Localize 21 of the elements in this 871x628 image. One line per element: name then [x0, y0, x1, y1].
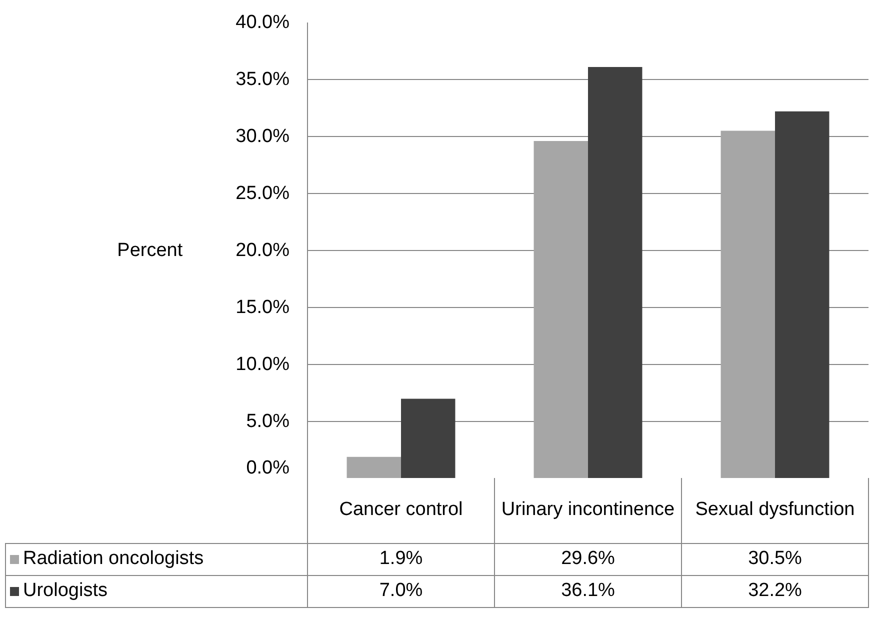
y-tick-label: 15.0% [236, 297, 290, 318]
y-tick-label: 0.0% [246, 458, 290, 478]
y-tick-label: 40.0% [236, 12, 290, 33]
data-label: 29.6% [494, 543, 682, 575]
data-label: 1.9% [308, 543, 494, 575]
data-label: 7.0% [308, 575, 494, 607]
y-tick-label: 20.0% [236, 240, 290, 261]
data-label: 32.2% [682, 575, 868, 607]
y-tick-label: 35.0% [236, 69, 290, 90]
y-tick-label: 5.0% [246, 411, 290, 432]
y-tick-label: 30.0% [236, 126, 290, 147]
data-label: 30.5% [682, 543, 868, 575]
y-tick-label: 25.0% [236, 183, 290, 204]
y-tick-label: 10.0% [236, 354, 290, 375]
x-tick-label: Sexual dysfunction [682, 478, 868, 543]
x-tick-label: Cancer control [308, 478, 494, 543]
y-axis-title: Percent [117, 240, 184, 261]
legend-label: Radiation oncologists [23, 548, 204, 570]
x-tick-label: Urinary incontinence [494, 478, 682, 543]
legend-label: Urologists [23, 580, 108, 602]
data-label: 36.1% [494, 575, 682, 607]
